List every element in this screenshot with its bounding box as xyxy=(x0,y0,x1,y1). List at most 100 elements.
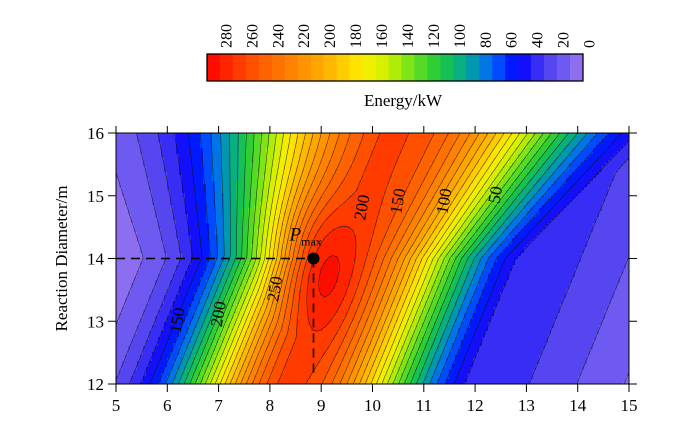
y-tick-label-13: 13 xyxy=(87,312,104,331)
y-tick-label-16: 16 xyxy=(87,124,104,143)
contour-line-240 xyxy=(258,133,449,384)
contour-line-90 xyxy=(178,133,578,384)
contour-line-230 xyxy=(252,133,461,384)
colorbar-tick-label-80: 80 xyxy=(478,32,495,48)
contour-line-280 xyxy=(318,255,340,298)
colorbar-band-8 xyxy=(310,54,324,81)
colorbar-band-10 xyxy=(336,54,350,81)
y-tick-label-15: 15 xyxy=(87,187,104,206)
colorbar-tick-label-220: 220 xyxy=(296,24,313,48)
contour-line-200 xyxy=(234,133,489,384)
contour-line-250 xyxy=(266,133,435,384)
colorbar-band-26 xyxy=(544,54,558,81)
colorbar-label: Energy/kW xyxy=(364,91,443,110)
colorbar-band-4 xyxy=(258,54,273,81)
contour-label-5: 100 xyxy=(432,187,455,215)
x-tick-label-6: 6 xyxy=(163,396,172,415)
colorbar-band-28 xyxy=(570,54,584,81)
colorbar-tick-label-140: 140 xyxy=(400,24,417,48)
x-tick-label-14: 14 xyxy=(569,396,587,415)
colorbar-band-18 xyxy=(440,54,454,81)
contour-line-170 xyxy=(219,133,513,384)
contour-label-6: 50 xyxy=(485,185,507,205)
x-tick-label-15: 15 xyxy=(621,396,638,415)
contour-line-50 xyxy=(149,133,623,384)
contour-line-70 xyxy=(165,133,599,384)
contour-line-130 xyxy=(199,133,544,384)
contour-label-3: 200 xyxy=(350,193,373,221)
colorbar-band-14 xyxy=(388,54,402,81)
colorbar-band-16 xyxy=(414,54,428,81)
peak-marker-group: Pmax xyxy=(116,225,322,374)
energy-contour-field xyxy=(116,133,629,384)
colorbar-frame xyxy=(206,53,584,82)
contour-line-100 xyxy=(183,133,569,384)
colorbar-band-7 xyxy=(297,54,312,81)
contour-label-1: 200 xyxy=(207,300,230,328)
colorbar-band-0 xyxy=(207,54,221,81)
peak-point xyxy=(307,252,320,265)
colorbar-tick-label-200: 200 xyxy=(322,24,339,48)
contour-line-210 xyxy=(240,133,480,384)
colorbar-band-27 xyxy=(557,54,571,81)
colorbar-band-2 xyxy=(232,54,247,81)
colorbar-tick-label-260: 260 xyxy=(244,24,261,48)
contour-line-110 xyxy=(189,133,561,384)
colorbar-tick-label-160: 160 xyxy=(374,24,391,48)
y-tick-label-14: 14 xyxy=(87,250,105,269)
colorbar-band-25 xyxy=(531,54,545,81)
contour-labels: 150 200 250 200 150 100 50 xyxy=(166,185,506,335)
x-tick-label-13: 13 xyxy=(518,396,535,415)
x-tick-label-7: 7 xyxy=(214,396,223,415)
colorbar-tick-label-100: 100 xyxy=(452,24,469,48)
colorbar-band-5 xyxy=(271,54,286,81)
colorbar-band-21 xyxy=(479,54,493,81)
peak-label: Pmax xyxy=(289,225,322,249)
colorbar xyxy=(206,53,584,82)
colorbar-tick-label-180: 180 xyxy=(348,24,365,48)
colorbar-band-19 xyxy=(453,54,467,81)
colorbar-tick-labels: 280 260 240 220 200 180 160 140 120 100 80 60 40 20 0 xyxy=(218,24,598,48)
contour-line-160 xyxy=(214,133,521,384)
x-tick-label-11: 11 xyxy=(416,396,432,415)
colorbar-tick-label-0: 0 xyxy=(581,40,598,48)
y-axis: 12 13 14 15 16 xyxy=(87,124,637,394)
colorbar-tick-label-60: 60 xyxy=(504,32,521,48)
contour-line-120 xyxy=(194,133,552,384)
colorbar-band-20 xyxy=(466,54,480,81)
contour-line-20 xyxy=(116,133,629,384)
contour-line-40 xyxy=(140,133,629,384)
colorbar-band-13 xyxy=(375,54,389,81)
contour-line-30 xyxy=(129,133,629,384)
contour-label-4: 150 xyxy=(386,187,409,215)
x-tick-label-12: 12 xyxy=(467,396,484,415)
colorbar-band-17 xyxy=(427,54,441,81)
colorbar-band-3 xyxy=(245,54,260,81)
colorbar-tick-label-240: 240 xyxy=(270,24,287,48)
colorbar-band-1 xyxy=(219,54,234,81)
contour-label-2: 250 xyxy=(263,275,286,303)
colorbar-band-22 xyxy=(492,54,506,81)
contour-line-80 xyxy=(171,133,588,384)
contour-line-150 xyxy=(209,133,528,384)
colorbar-band-6 xyxy=(284,54,299,81)
contour-label-0: 150 xyxy=(166,306,189,334)
colorbar-band-23 xyxy=(505,54,519,81)
y-tick-label-12: 12 xyxy=(87,375,104,394)
colorbar-tick-label-20: 20 xyxy=(556,32,573,48)
x-tick-label-8: 8 xyxy=(266,396,275,415)
colorbar-band-15 xyxy=(401,54,415,81)
colorbar-tick-label-120: 120 xyxy=(426,24,443,48)
contour-line-10 xyxy=(116,172,629,384)
contour-line-140 xyxy=(204,133,536,384)
colorbar-band-24 xyxy=(518,54,532,81)
y-axis-label: Reaction Diameter/m xyxy=(52,186,71,332)
colorbar-band-11 xyxy=(349,54,363,81)
contour-line-60 xyxy=(157,133,610,384)
contour-lines xyxy=(116,133,629,384)
contour-line-180 xyxy=(224,133,505,384)
x-tick-label-9: 9 xyxy=(317,396,326,415)
x-axis: 5 6 7 8 9 10 11 12 13 14 15 xyxy=(112,126,638,415)
colorbar-tick-label-40: 40 xyxy=(530,32,547,48)
